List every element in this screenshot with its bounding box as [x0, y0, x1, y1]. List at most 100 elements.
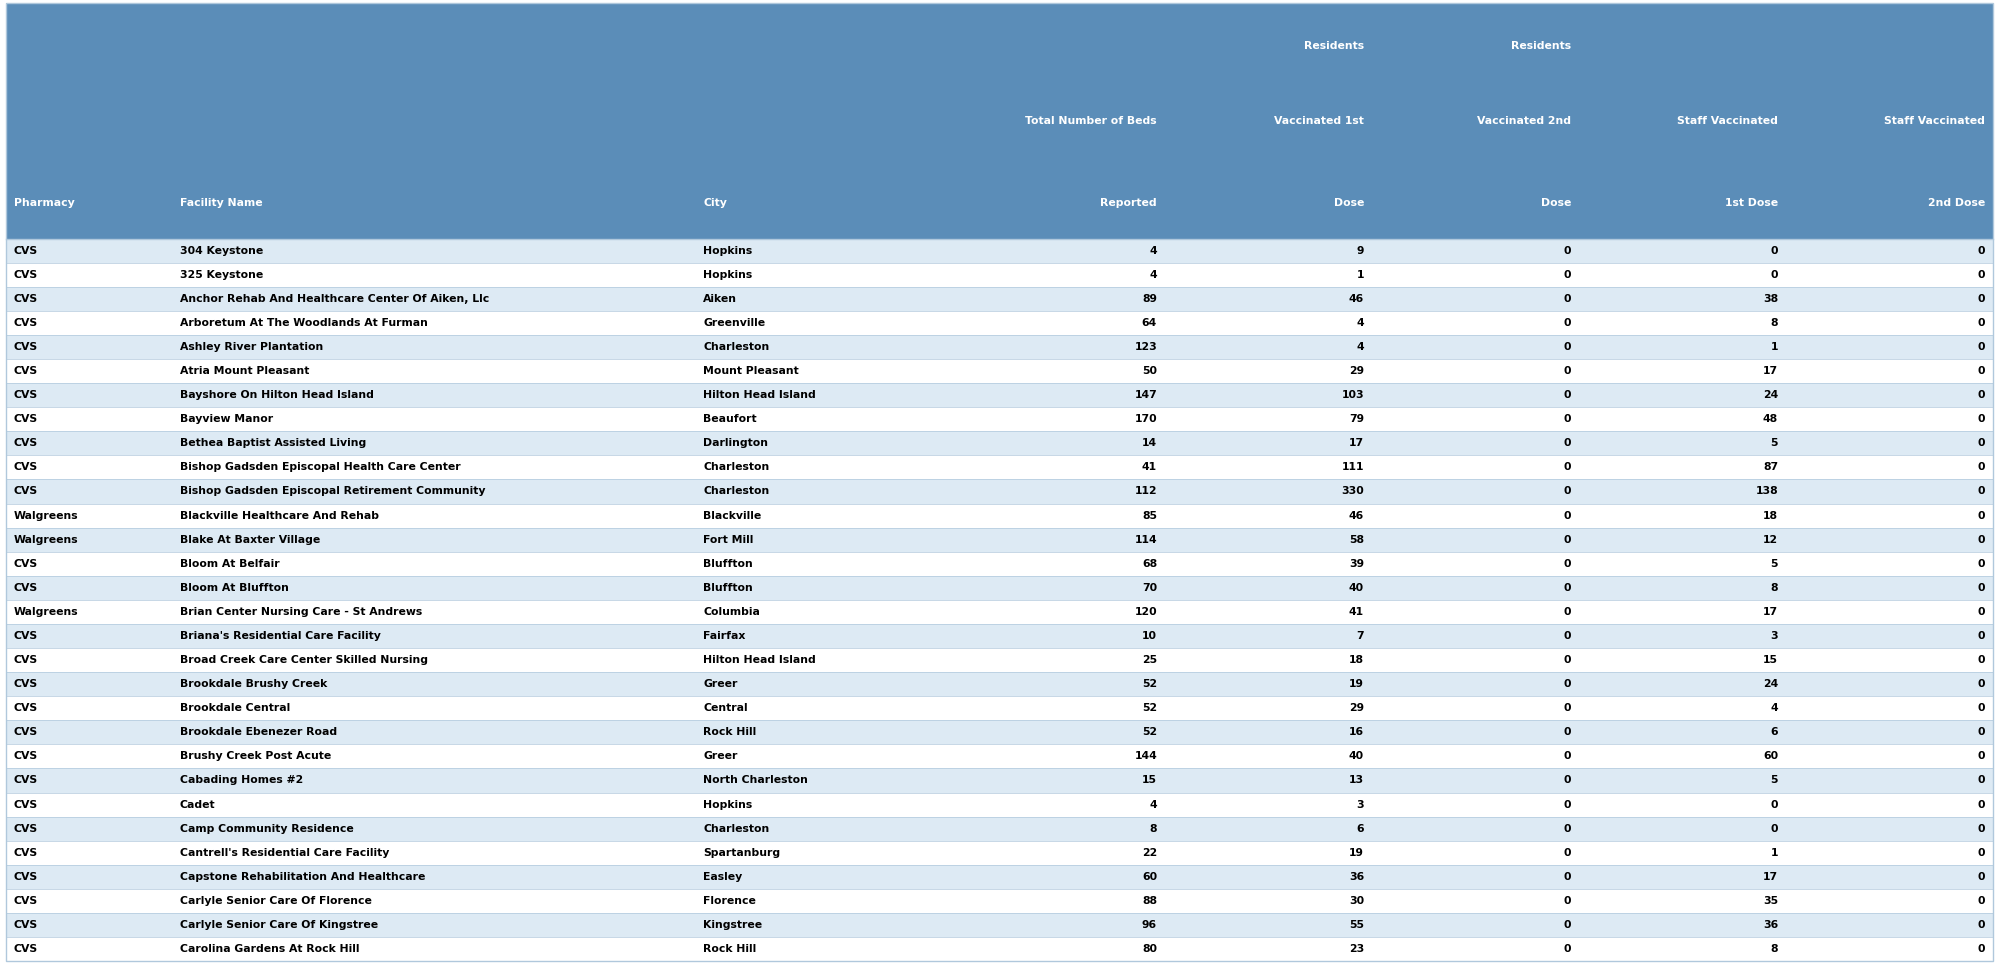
Text: 0: 0 [1562, 680, 1570, 689]
Text: 0: 0 [1562, 896, 1570, 906]
Text: Hopkins: Hopkins [703, 270, 751, 280]
Text: 55: 55 [1349, 920, 1363, 930]
Bar [6, 913, 1992, 937]
Text: CVS: CVS [14, 799, 38, 810]
Text: Capstone Rehabilitation And Healthcare: Capstone Rehabilitation And Healthcare [180, 871, 426, 882]
Text: 7: 7 [1357, 631, 1363, 641]
Text: CVS: CVS [14, 294, 38, 304]
Bar [6, 600, 1992, 624]
Text: 8: 8 [1770, 583, 1776, 593]
Text: Arboretum At The Woodlands At Furman: Arboretum At The Woodlands At Furman [180, 318, 428, 328]
Text: 4: 4 [1357, 342, 1363, 352]
Text: 4: 4 [1149, 246, 1157, 255]
Text: 3: 3 [1770, 631, 1776, 641]
Text: 30: 30 [1349, 896, 1363, 906]
Bar [6, 648, 1992, 672]
Bar [6, 720, 1992, 744]
Text: 3: 3 [1357, 799, 1363, 810]
Text: 0: 0 [1976, 871, 1984, 882]
Text: 8: 8 [1149, 823, 1157, 834]
Text: 0: 0 [1562, 463, 1570, 472]
Text: 89: 89 [1141, 294, 1157, 304]
Text: 10: 10 [1141, 631, 1157, 641]
Bar [6, 310, 1992, 335]
Text: 38: 38 [1762, 294, 1776, 304]
Text: 170: 170 [1135, 415, 1157, 424]
Text: 0: 0 [1976, 294, 1984, 304]
Text: 304 Keystone: 304 Keystone [180, 246, 262, 255]
Text: 19: 19 [1349, 680, 1363, 689]
Text: CVS: CVS [14, 751, 38, 762]
Text: Hopkins: Hopkins [703, 246, 751, 255]
Text: 17: 17 [1349, 439, 1363, 448]
Text: 80: 80 [1141, 944, 1157, 954]
Text: Carolina Gardens At Rock Hill: Carolina Gardens At Rock Hill [180, 944, 360, 954]
Text: Greer: Greer [703, 680, 737, 689]
Bar [6, 503, 1992, 527]
Text: CVS: CVS [14, 487, 38, 496]
Text: 0: 0 [1976, 487, 1984, 496]
Text: Vaccinated 1st: Vaccinated 1st [1273, 116, 1363, 125]
Text: 8: 8 [1770, 944, 1776, 954]
Text: Bloom At Belfair: Bloom At Belfair [180, 559, 280, 569]
Bar [6, 286, 1992, 310]
Text: 64: 64 [1141, 318, 1157, 328]
Text: 0: 0 [1976, 920, 1984, 930]
Text: CVS: CVS [14, 680, 38, 689]
Text: 13: 13 [1349, 775, 1363, 786]
Text: 0: 0 [1562, 246, 1570, 255]
Bar [6, 3, 1992, 239]
Text: Rock Hill: Rock Hill [703, 944, 755, 954]
Text: Bishop Gadsden Episcopal Health Care Center: Bishop Gadsden Episcopal Health Care Cen… [180, 463, 460, 472]
Text: 0: 0 [1770, 799, 1776, 810]
Text: Easley: Easley [703, 871, 741, 882]
Text: Bethea Baptist Assisted Living: Bethea Baptist Assisted Living [180, 439, 366, 448]
Text: 0: 0 [1976, 270, 1984, 280]
Text: Staff Vaccinated: Staff Vaccinated [1884, 116, 1984, 125]
Text: Kingstree: Kingstree [703, 920, 761, 930]
Text: Anchor Rehab And Healthcare Center Of Aiken, Llc: Anchor Rehab And Healthcare Center Of Ai… [180, 294, 490, 304]
Text: Brushy Creek Post Acute: Brushy Creek Post Acute [180, 751, 330, 762]
Text: 1: 1 [1770, 342, 1776, 352]
Text: Residents: Residents [1510, 41, 1570, 51]
Text: 60: 60 [1141, 871, 1157, 882]
Text: Bayview Manor: Bayview Manor [180, 415, 272, 424]
Text: 0: 0 [1562, 607, 1570, 617]
Text: 41: 41 [1141, 463, 1157, 472]
Text: 12: 12 [1762, 535, 1776, 545]
Text: Cabading Homes #2: Cabading Homes #2 [180, 775, 302, 786]
Text: 0: 0 [1562, 366, 1570, 376]
Text: 0: 0 [1562, 390, 1570, 400]
Text: 0: 0 [1976, 823, 1984, 834]
Text: CVS: CVS [14, 342, 38, 352]
Text: 0: 0 [1770, 270, 1776, 280]
Text: Charleston: Charleston [703, 487, 769, 496]
Text: Residents: Residents [1303, 41, 1363, 51]
Text: CVS: CVS [14, 583, 38, 593]
Text: CVS: CVS [14, 847, 38, 858]
Text: Charleston: Charleston [703, 463, 769, 472]
Text: 0: 0 [1562, 270, 1570, 280]
Text: 0: 0 [1976, 463, 1984, 472]
Text: 52: 52 [1141, 680, 1157, 689]
Text: Spartanburg: Spartanburg [703, 847, 779, 858]
Text: 0: 0 [1976, 944, 1984, 954]
Text: 0: 0 [1976, 246, 1984, 255]
Text: 0: 0 [1976, 631, 1984, 641]
Text: 17: 17 [1762, 366, 1776, 376]
Text: Blake At Baxter Village: Blake At Baxter Village [180, 535, 320, 545]
Text: 138: 138 [1754, 487, 1776, 496]
Text: Broad Creek Care Center Skilled Nursing: Broad Creek Care Center Skilled Nursing [180, 656, 428, 665]
Text: 29: 29 [1349, 703, 1363, 713]
Text: 46: 46 [1349, 511, 1363, 521]
Text: Dose: Dose [1333, 199, 1363, 208]
Text: 0: 0 [1976, 318, 1984, 328]
Text: 0: 0 [1562, 294, 1570, 304]
Text: Dose: Dose [1540, 199, 1570, 208]
Text: 6: 6 [1357, 823, 1363, 834]
Text: 5: 5 [1770, 439, 1776, 448]
Text: Blackville Healthcare And Rehab: Blackville Healthcare And Rehab [180, 511, 378, 521]
Text: CVS: CVS [14, 390, 38, 400]
Text: 88: 88 [1141, 896, 1157, 906]
Text: 4: 4 [1357, 318, 1363, 328]
